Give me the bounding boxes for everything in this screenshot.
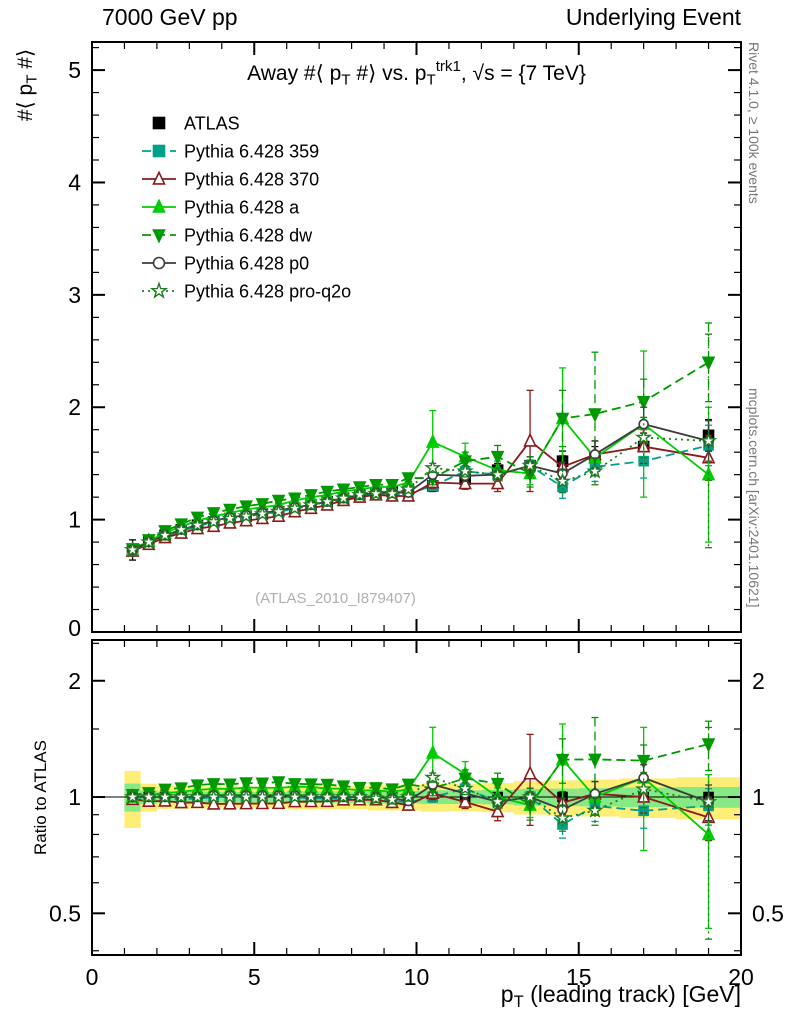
svg-text:20: 20: [728, 964, 754, 990]
legend: ATLAS Pythia 6.428 359 Pythia 6.428 370 Pyt…: [142, 114, 351, 302]
legend-item-pya: Pythia 6.428 a: [142, 198, 300, 218]
svg-text:15: 15: [566, 964, 592, 990]
svg-text:10: 10: [404, 964, 430, 990]
series-pydw: [125, 322, 716, 821]
axes-layer: [91, 41, 742, 956]
svg-text:0: 0: [68, 615, 81, 641]
ratio-axis-label: Ratio to ATLAS: [31, 740, 50, 855]
svg-text:2: 2: [68, 394, 81, 420]
legend-item-pyp0: Pythia 6.428 p0: [142, 254, 309, 274]
svg-text:0: 0: [86, 964, 99, 990]
svg-text:Pythia 6.428 370: Pythia 6.428 370: [184, 170, 319, 190]
legend-item-py359: Pythia 6.428 359: [142, 142, 319, 162]
y-axis-label: #⟨ pT #⟩: [14, 49, 41, 121]
legend-item-pyq2o: Pythia 6.428 pro-q2o: [142, 281, 351, 302]
series-atlas: [126, 418, 715, 803]
legend-item-pydw: Pythia 6.428 dw: [142, 226, 313, 246]
svg-text:2: 2: [68, 668, 81, 694]
svg-text:ATLAS: ATLAS: [184, 114, 240, 134]
series-layer: [123, 322, 718, 940]
svg-text:4: 4: [68, 169, 81, 195]
svg-text:Pythia 6.428 359: Pythia 6.428 359: [184, 142, 319, 162]
header-beam-energy: 7000 GeV pp: [102, 4, 238, 30]
rivet-version-note: Rivet 4.1.0, ≥ 100k events: [746, 42, 762, 204]
x-axis-label: pT (leading track) [GeV]: [501, 981, 741, 1011]
svg-text:Pythia 6.428 p0: Pythia 6.428 p0: [184, 254, 309, 274]
svg-text:0.5: 0.5: [752, 900, 784, 926]
mcplots-citation-note: mcplots.cern.ch [arXiv:2401.10621]: [746, 388, 762, 608]
series-pyq2o: [123, 333, 718, 940]
legend-item-py370: Pythia 6.428 370: [142, 170, 319, 190]
svg-text:1: 1: [68, 507, 81, 533]
analysis-id-watermark: (ATLAS_2010_I879407): [255, 590, 416, 607]
svg-text:5: 5: [248, 964, 261, 990]
svg-text:Pythia 6.428 pro-q2o: Pythia 6.428 pro-q2o: [184, 282, 351, 302]
svg-text:3: 3: [68, 282, 81, 308]
svg-text:2: 2: [752, 668, 765, 694]
svg-text:1: 1: [68, 784, 81, 810]
svg-text:Pythia 6.428 a: Pythia 6.428 a: [184, 198, 300, 218]
svg-text:5: 5: [68, 57, 81, 83]
series-py370: [125, 389, 716, 842]
plot-title: Away #⟨ pT #⟩ vs. pTtrk1, √s = {7 TeV}: [247, 58, 586, 88]
svg-text:0.5: 0.5: [49, 900, 81, 926]
legend-item-atlas: ATLAS: [152, 114, 240, 134]
header-analysis-group: Underlying Event: [565, 4, 741, 30]
svg-text:1: 1: [752, 784, 765, 810]
svg-text:Pythia 6.428 dw: Pythia 6.428 dw: [184, 226, 313, 246]
